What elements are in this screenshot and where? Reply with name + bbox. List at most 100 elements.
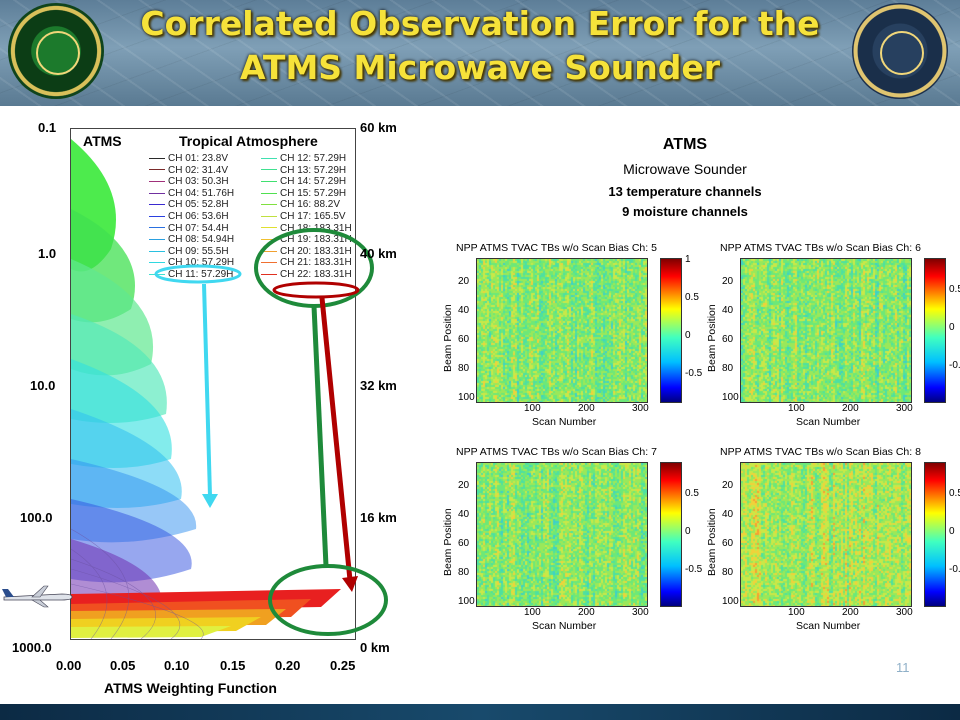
title-line-1: Correlated Observation Error for the xyxy=(140,4,820,43)
beam-position-axis-label: Beam Position xyxy=(442,304,454,372)
beam-position-tick: 80 xyxy=(722,567,734,578)
colorbar-tick: 0.5 xyxy=(685,488,699,499)
heatmap-colorbar xyxy=(660,258,682,403)
beam-position-axis-label: Beam Position xyxy=(706,304,718,372)
legend-entry: CH 09: 55.5H xyxy=(149,246,229,257)
legend-swatch xyxy=(149,273,165,275)
weighting-line-mesh xyxy=(71,528,204,639)
weighting-lobe-ch18 xyxy=(71,626,231,638)
legend-entry: CH 14: 57.29H xyxy=(261,176,346,187)
legend-label: CH 09: 55.5H xyxy=(168,245,229,257)
legend-swatch xyxy=(261,250,277,252)
legend-entry: CH 10: 57.29H xyxy=(149,257,234,268)
info-moisture-channels: 9 moisture channels xyxy=(622,204,748,219)
legend-entry: CH 06: 53.6H xyxy=(149,211,229,222)
x-tick-0-00: 0.00 xyxy=(56,658,82,673)
legend-swatch xyxy=(261,215,277,217)
pressure-tick-100: 100.0 xyxy=(20,510,53,525)
height-tick-60km: 60 km xyxy=(360,120,397,135)
legend-label: CH 21: 183.31H xyxy=(280,257,352,269)
height-tick-16km: 16 km xyxy=(360,510,397,525)
legend-label: CH 17: 165.5V xyxy=(280,211,346,222)
x-tick-0-20: 0.20 xyxy=(275,658,301,673)
legend-swatch xyxy=(261,239,277,241)
legend-swatch xyxy=(261,192,277,194)
slide-title: Correlated Observation Error for the ATM… xyxy=(100,2,860,90)
legend-swatch xyxy=(149,250,165,252)
scan-number-axis-label: Scan Number xyxy=(532,620,597,632)
legend-swatch xyxy=(261,227,277,229)
legend-label: CH 10: 57.29H xyxy=(168,257,235,269)
airplane-icon xyxy=(2,585,73,608)
scan-number-tick: 300 xyxy=(632,607,649,618)
legend-swatch xyxy=(149,262,165,264)
legend-swatch xyxy=(149,192,165,194)
legend-swatch xyxy=(149,227,165,229)
heatmap-noise-canvas xyxy=(477,259,647,402)
pressure-tick-0-1: 0.1 xyxy=(38,120,57,135)
legend-swatch xyxy=(149,239,165,241)
heatmap-colorbar xyxy=(660,462,682,607)
legend-label: CH 18: 183.31H xyxy=(280,222,352,234)
legend-label: CH 04: 51.76H xyxy=(168,187,235,199)
beam-position-tick: 60 xyxy=(722,334,734,345)
legend-label: CH 07: 54.4H xyxy=(168,222,229,234)
colorbar-tick: 1 xyxy=(685,254,691,265)
scan-number-tick: 100 xyxy=(788,607,805,618)
naval-research-laboratory-seal-icon xyxy=(8,3,104,99)
scan-number-tick: 100 xyxy=(788,403,805,414)
colorbar-tick: -0.5 xyxy=(685,368,703,379)
legend-entry: CH 20: 183.31H xyxy=(261,246,352,257)
legend-label: CH 12: 57.29H xyxy=(280,153,347,164)
x-tick-0-15: 0.15 xyxy=(220,658,246,673)
legend-label: CH 19: 183.31H xyxy=(280,234,352,246)
legend-entry: CH 12: 57.29H xyxy=(261,153,346,164)
beam-position-tick: 20 xyxy=(722,276,734,287)
beam-position-tick: 20 xyxy=(458,276,470,287)
scan-number-axis-label: Scan Number xyxy=(796,620,861,632)
heatmap-title: NPP ATMS TVAC TBs w/o Scan Bias Ch: 6 xyxy=(720,242,921,254)
scan-number-tick: 300 xyxy=(632,403,649,414)
heatmap-colorbar xyxy=(924,462,946,607)
height-tick-0km: 0 km xyxy=(360,640,390,655)
beam-position-tick: 100 xyxy=(722,392,739,403)
beam-position-axis-label: Beam Position xyxy=(442,508,454,576)
beam-position-tick: 60 xyxy=(458,538,470,549)
legend-swatch xyxy=(261,273,277,275)
weather-map-background xyxy=(0,0,960,106)
colorbar-tick: 0 xyxy=(685,330,691,341)
legend-swatch xyxy=(261,181,277,183)
beam-position-tick: 80 xyxy=(722,363,734,374)
x-tick-0-05: 0.05 xyxy=(110,658,136,673)
beam-position-tick: 20 xyxy=(458,480,470,491)
weighting-function-plot: ATMS Tropical Atmosphere CH 01: 23.8V CH … xyxy=(70,128,356,640)
legend-label: CH 15: 57.29H xyxy=(280,187,347,199)
legend-label: CH 05: 52.8H xyxy=(168,199,229,211)
weighting-function-panel: ATMS Tropical Atmosphere CH 01: 23.8V CH … xyxy=(0,106,410,704)
legend-label: CH 13: 57.29H xyxy=(280,164,347,176)
heatmap-title: NPP ATMS TVAC TBs w/o Scan Bias Ch: 7 xyxy=(456,446,657,458)
beam-position-tick: 40 xyxy=(722,509,734,520)
legend-swatch xyxy=(149,204,165,206)
beam-position-tick: 40 xyxy=(458,305,470,316)
scan-number-tick: 100 xyxy=(524,403,541,414)
legend-label: CH 02: 31.4V xyxy=(168,164,229,176)
legend-label: CH 11: 57.29H xyxy=(168,269,234,280)
heatmap-title: NPP ATMS TVAC TBs w/o Scan Bias Ch: 8 xyxy=(720,446,921,458)
legend-entry: CH 21: 183.31H xyxy=(261,257,352,268)
legend-swatch xyxy=(149,157,165,159)
beam-position-tick: 100 xyxy=(458,392,475,403)
legend-entry: CH 13: 57.29H xyxy=(261,165,346,176)
beam-position-tick: 40 xyxy=(458,509,470,520)
heatmap-plot xyxy=(476,258,648,403)
legend-entry: CH 17: 165.5V xyxy=(261,211,346,222)
heatmap-colorbar xyxy=(924,258,946,403)
header-banner: Correlated Observation Error for the ATM… xyxy=(0,0,960,106)
height-tick-32km: 32 km xyxy=(360,378,397,393)
x-tick-0-25: 0.25 xyxy=(330,658,356,673)
scan-number-tick: 200 xyxy=(578,607,595,618)
slide-number: 11 xyxy=(896,660,910,675)
legend-swatch xyxy=(261,262,277,264)
beam-position-tick: 20 xyxy=(722,480,734,491)
pressure-tick-1000: 1000.0 xyxy=(12,640,52,655)
